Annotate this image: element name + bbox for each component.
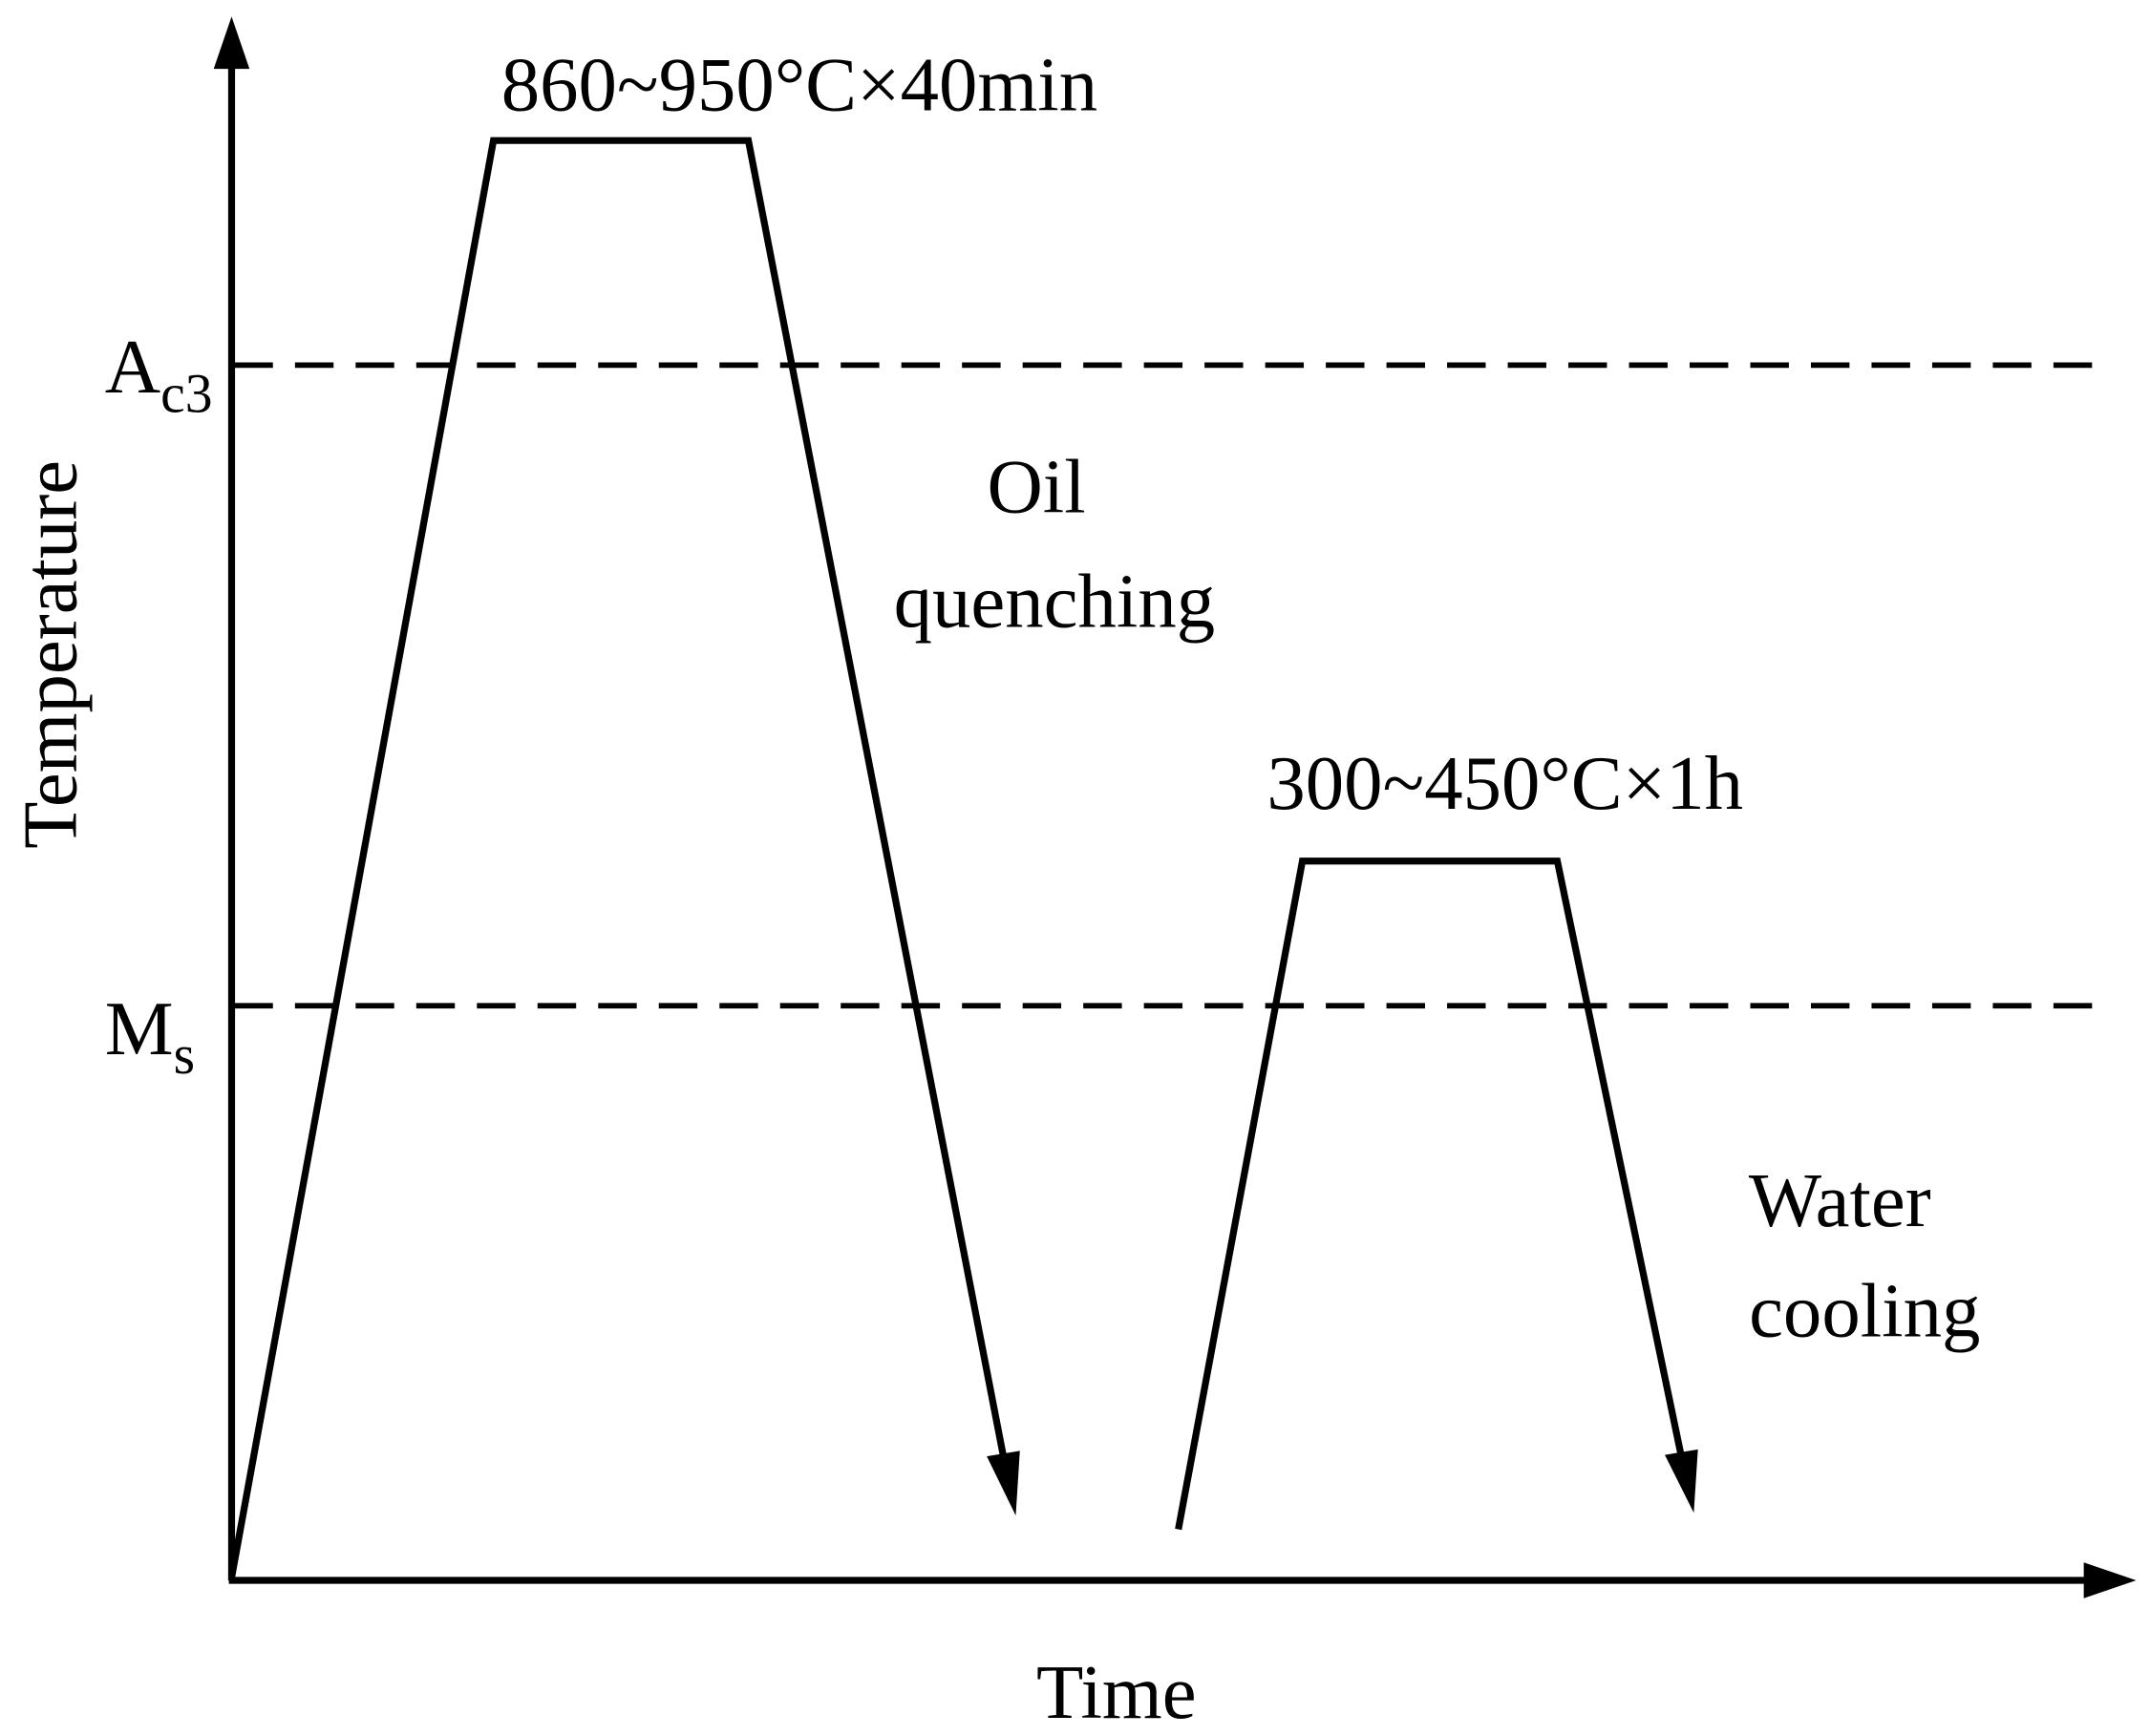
oil-label: Oil [987, 445, 1085, 530]
y-axis-arrow [213, 16, 250, 70]
x-axis-label: Time [1036, 1650, 1197, 1735]
cooling-arrow [1665, 1449, 1698, 1514]
austenitizing-label: 860~950°C×40min [501, 42, 1097, 127]
x-axis-arrow [2083, 1562, 2137, 1598]
y-axis-label: Temperature [8, 460, 93, 849]
ac3-label: Ac3 [105, 325, 213, 424]
quenching-label: quenching [894, 559, 1216, 644]
level-subscript: s [174, 1026, 195, 1086]
process-curve [227, 137, 1687, 1578]
level-subscript: c3 [160, 364, 212, 424]
ms-label: Ms [105, 986, 195, 1086]
level-symbol: A [105, 325, 160, 410]
cooling-label: cooling [1749, 1269, 1980, 1354]
quenching-path [227, 137, 1009, 1578]
axes [227, 54, 2096, 1584]
water-label: Water [1749, 1158, 1931, 1243]
quench-arrow [987, 1450, 1020, 1516]
levels [234, 362, 2096, 1009]
tempering-path [1175, 857, 1687, 1531]
level-symbol: M [105, 986, 174, 1071]
tempering-label: 300~450°C×1h [1267, 741, 1743, 826]
